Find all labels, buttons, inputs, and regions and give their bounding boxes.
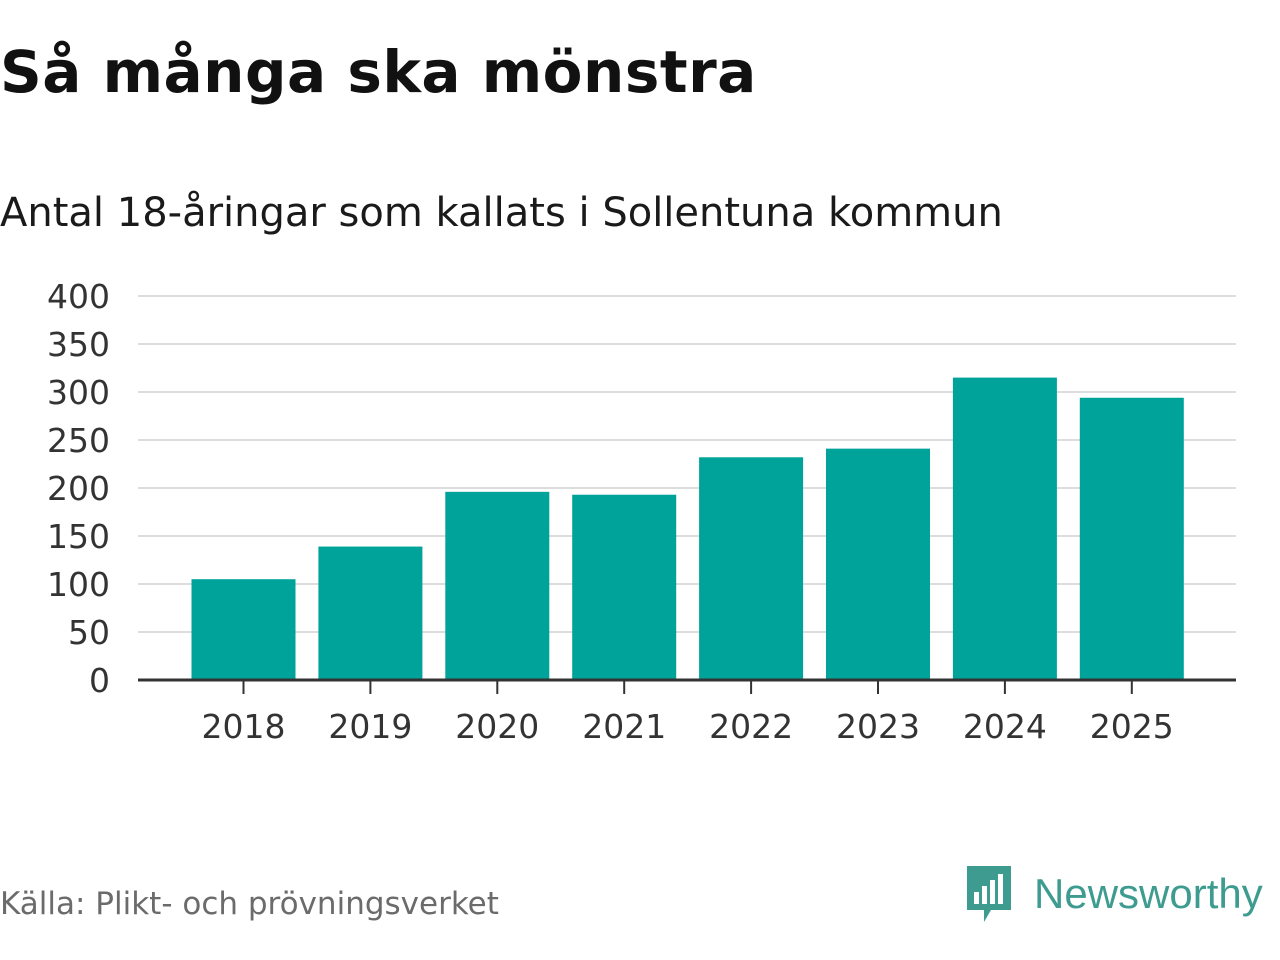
chart-subtitle: Antal 18-åringar som kallats i Sollentun… [0, 190, 1003, 236]
y-tick-label: 300 [47, 373, 110, 412]
brand-name: Newsworthy [1034, 870, 1263, 917]
x-tick-label: 2018 [202, 707, 286, 746]
x-axis-ticks: 2018 2019 2020 2021 2022 2023 2024 2025 [202, 680, 1174, 746]
chart-title: Så många ska mönstra [0, 38, 757, 106]
bar [699, 457, 804, 680]
x-tick-label: 2023 [836, 707, 920, 746]
x-tick-label: 2019 [328, 707, 412, 746]
x-tick-label: 2021 [582, 707, 666, 746]
y-tick-label: 400 [47, 277, 110, 316]
y-tick-label: 200 [47, 469, 110, 508]
y-tick-label: 0 [89, 661, 110, 700]
bar-chart: 0 50 100 150 200 250 300 350 400 2018 2019 2020 202… [47, 277, 1236, 746]
y-tick-label: 150 [47, 517, 110, 556]
y-axis-ticks: 0 50 100 150 200 250 300 350 400 [47, 277, 110, 700]
y-tick-label: 100 [47, 565, 110, 604]
x-tick-label: 2024 [963, 707, 1047, 746]
x-tick-label: 2025 [1090, 707, 1174, 746]
y-tick-label: 250 [47, 421, 110, 460]
bar [445, 491, 550, 680]
bars [191, 377, 1184, 680]
bar [191, 579, 296, 680]
x-tick-label: 2020 [455, 707, 539, 746]
source-note: Källa: Plikt- och prövningsverket [0, 886, 499, 922]
bar [826, 448, 930, 680]
bar [572, 494, 677, 680]
y-tick-label: 50 [68, 613, 110, 652]
x-tick-label: 2022 [709, 707, 793, 746]
bar [952, 377, 1057, 680]
y-tick-label: 350 [47, 325, 110, 364]
newsworthy-logo-icon [967, 866, 1011, 922]
bar [318, 546, 423, 680]
gridlines [138, 295, 1236, 633]
bar [1079, 397, 1184, 680]
brand-logo: Newsworthy [964, 864, 1263, 924]
